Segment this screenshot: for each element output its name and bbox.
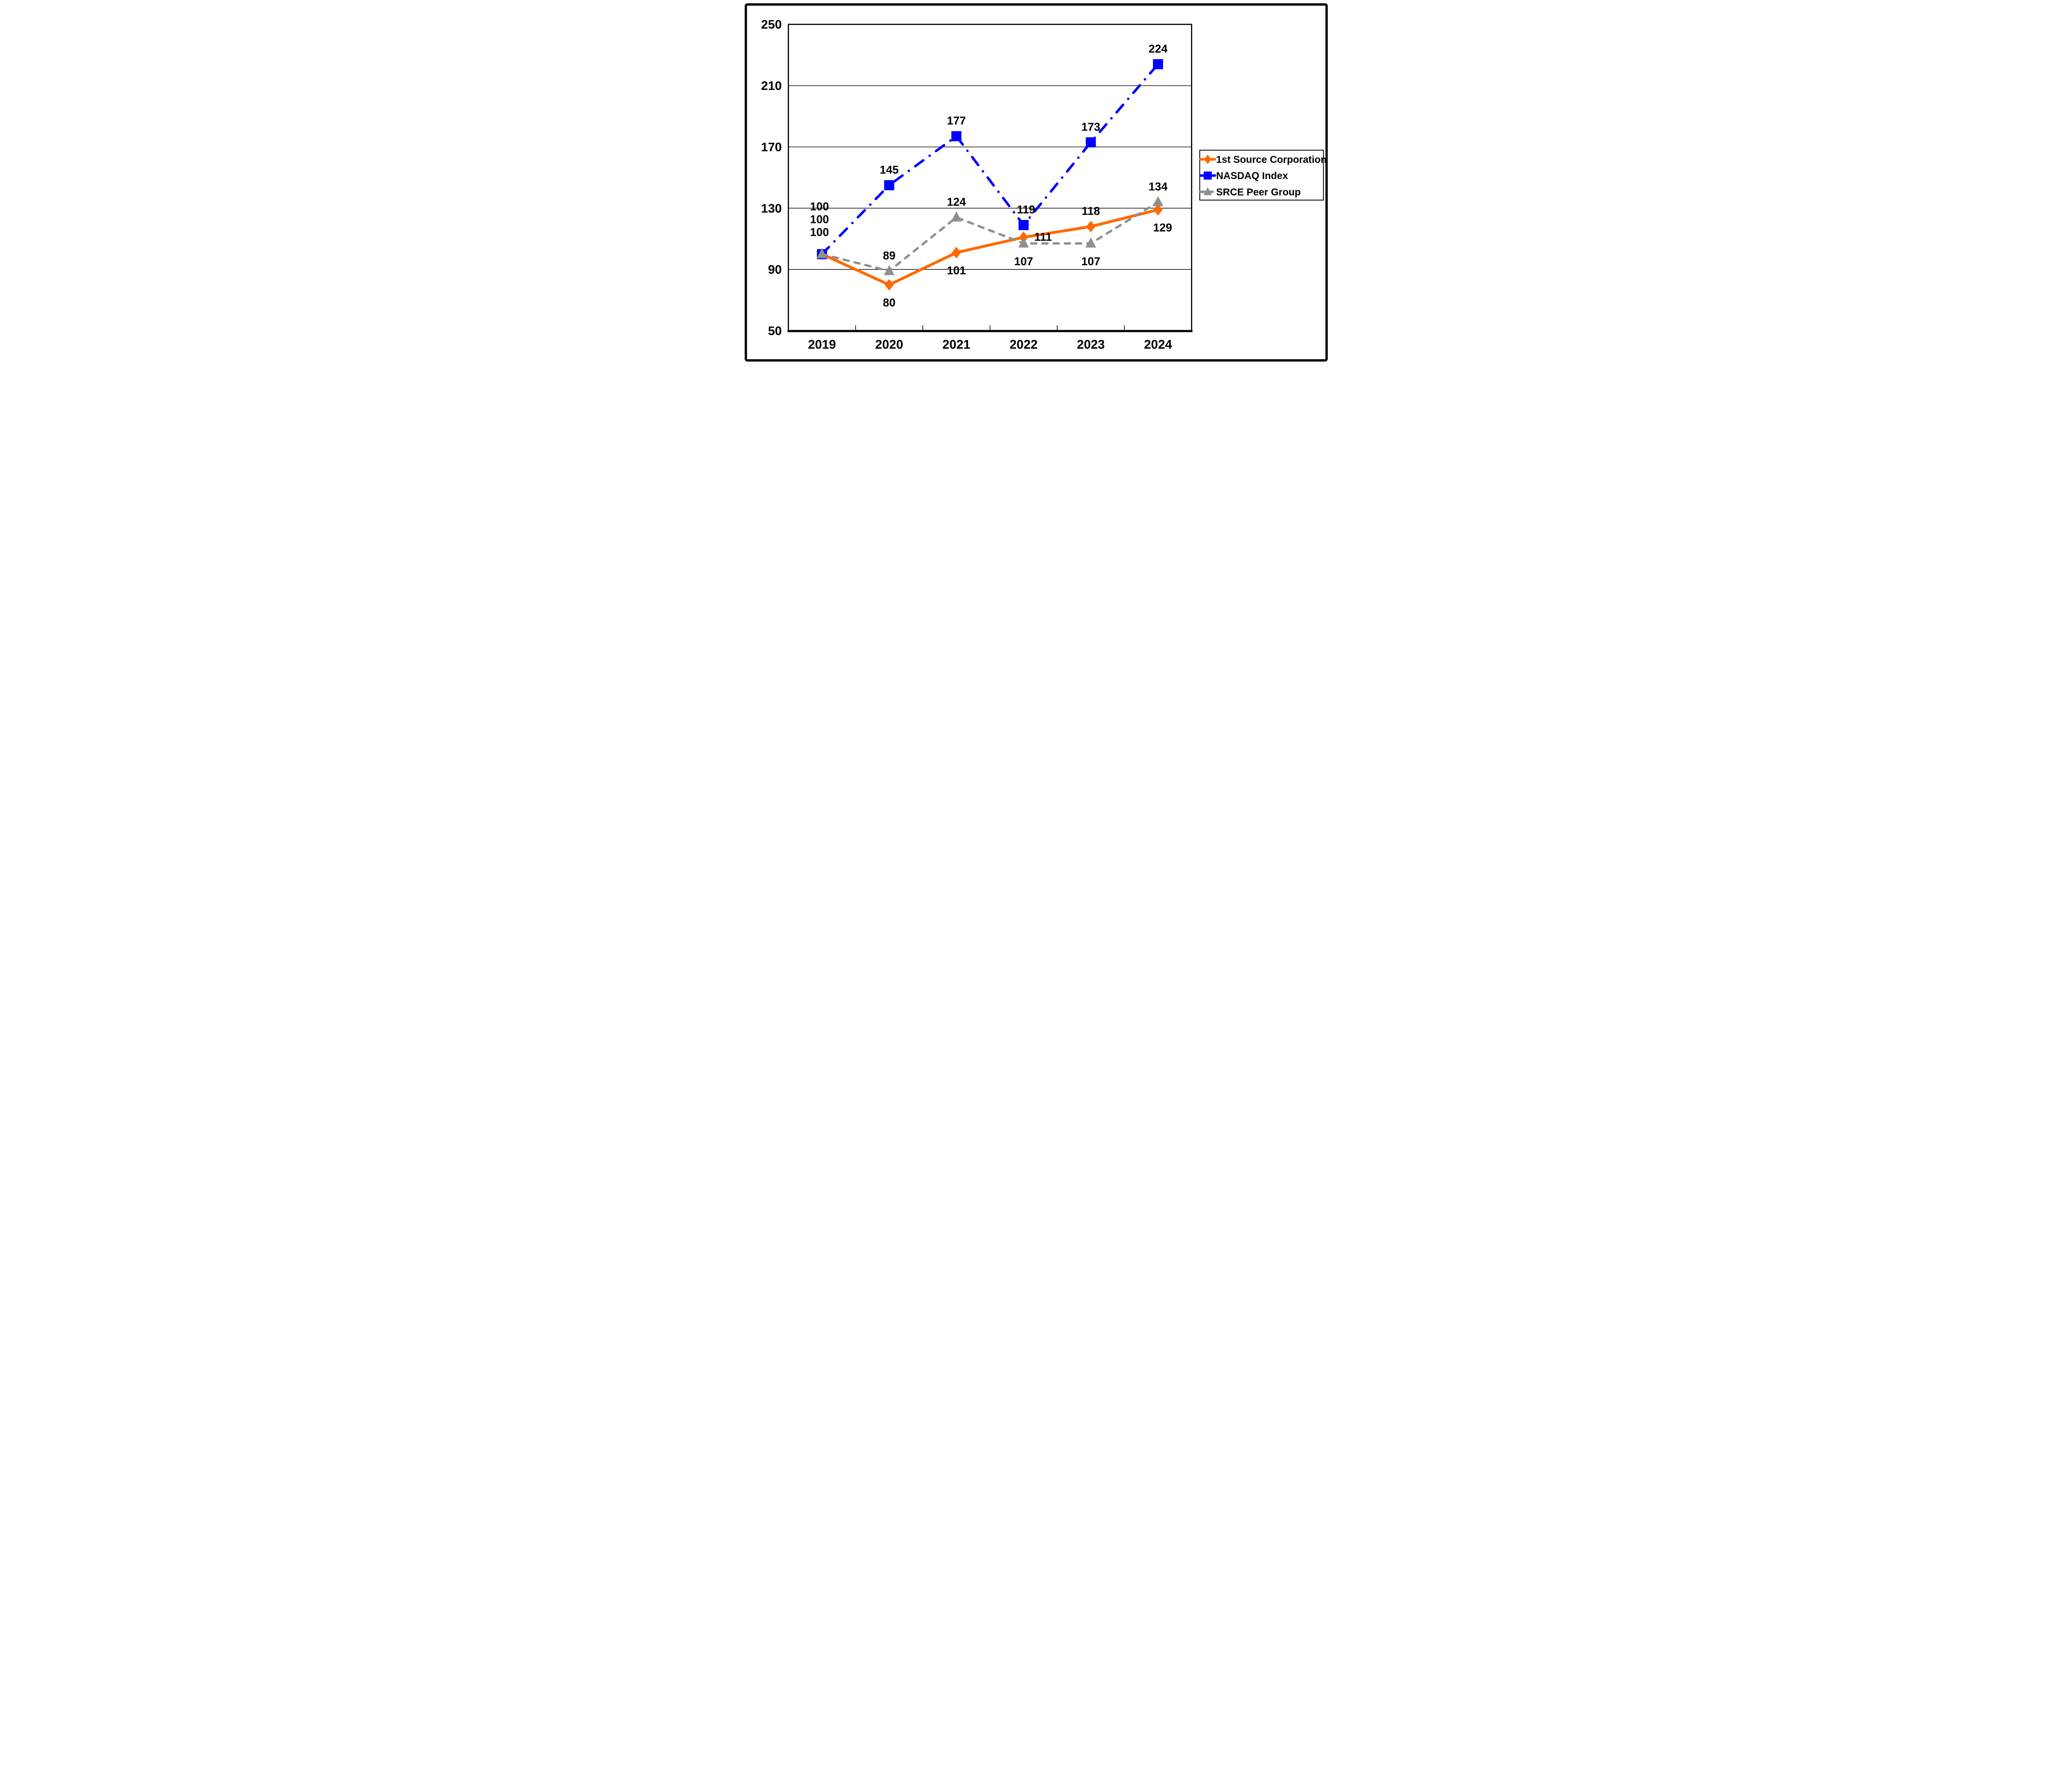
data-point-marker-triangle — [884, 265, 895, 275]
data-point-marker-diamond — [884, 279, 894, 291]
plot-area — [788, 24, 1192, 331]
stock-performance-chart-figure: 50 90 130 170 210 250 2019 2020 2021 2022 2023 2024… — [744, 3, 1328, 362]
legend-box — [1199, 150, 1324, 201]
series-line — [820, 208, 1159, 286]
legend-item-srce-peer-group: SRCE Peer Group — [1199, 186, 1300, 198]
data-point-label: 119 — [1017, 203, 1035, 216]
y-axis-tick-label: 130 — [761, 202, 782, 215]
x-axis-ticks — [855, 325, 1125, 330]
x-axis-labels: 2019 2020 2021 2022 2023 2024 — [808, 338, 1172, 352]
data-point-label: 118 — [1082, 205, 1100, 218]
data-point-label: 134 — [1148, 180, 1167, 193]
data-point-label: 124 — [947, 196, 966, 208]
legend: 1st Source Corporation NASDAQ Index SRCE P… — [1199, 150, 1326, 201]
data-point-marker-square — [1018, 220, 1029, 230]
data-point-label: 107 — [1014, 255, 1033, 268]
legend-item-label: SRCE Peer Group — [1216, 186, 1300, 198]
y-axis-tick-label: 90 — [768, 263, 782, 277]
data-point-label: 80 — [883, 296, 895, 309]
data-point-label: 101 — [947, 264, 966, 277]
data-point-label: 107 — [1081, 255, 1100, 268]
data-point-label: 177 — [947, 114, 966, 127]
data-point-marker-triangle — [1152, 196, 1163, 206]
x-axis-tick-label: 2020 — [875, 338, 903, 352]
data-point-marker-square — [1203, 171, 1212, 180]
data-point-marker-square — [951, 131, 961, 141]
data-point-marker-triangle — [816, 248, 827, 259]
data-point-marker-diamond — [1153, 204, 1163, 216]
y-axis-tick-label: 170 — [761, 140, 782, 154]
data-point-marker-diamond — [1086, 220, 1095, 232]
performance-line-chart: 50 90 130 170 210 250 2019 2020 2021 2022 2023 2024… — [744, 3, 1328, 362]
x-axis-tick-label: 2019 — [808, 338, 836, 352]
series-line — [821, 63, 1159, 256]
y-axis-tick-label: 250 — [761, 18, 782, 31]
y-axis-tick-label: 50 — [768, 324, 782, 338]
y-axis-tick-label: 210 — [761, 79, 782, 93]
data-point-label: 100 — [810, 200, 829, 213]
data-point-label: 111 — [1034, 230, 1052, 243]
series-nasdaq-index — [816, 59, 1163, 259]
page: 50 90 130 170 210 250 2019 2020 2021 2022 2023 2024… — [0, 0, 2072, 365]
data-point-marker-triangle — [1018, 237, 1029, 248]
data-point-label: 100 — [810, 226, 829, 239]
data-point-label: 145 — [879, 163, 898, 176]
legend-item-label: 1st Source Corporation — [1216, 154, 1326, 165]
x-axis-tick-label: 2022 — [1009, 338, 1038, 352]
data-point-marker-diamond — [1203, 155, 1211, 164]
series-srce-peer-group — [816, 196, 1163, 275]
x-axis-tick-label: 2024 — [1144, 338, 1172, 352]
data-point-label: 100 — [810, 213, 829, 226]
data-point-label: 89 — [883, 249, 895, 262]
data-point-marker-triangle — [1203, 187, 1212, 195]
data-point-marker-square — [884, 180, 894, 191]
series-line — [821, 201, 1159, 272]
data-point-marker-square — [1085, 137, 1096, 148]
data-point-marker-triangle — [1085, 237, 1096, 248]
y-axis-labels: 50 90 130 170 210 250 — [761, 18, 782, 338]
figure-border — [744, 3, 1328, 362]
data-point-label: 224 — [1148, 42, 1167, 55]
data-point-marker-square — [1152, 59, 1163, 70]
data-point-label: 173 — [1081, 120, 1100, 133]
legend-item-nasdaq-index: NASDAQ Index — [1199, 170, 1288, 182]
data-point-marker-triangle — [951, 211, 962, 222]
legend-item-label: NASDAQ Index — [1216, 170, 1288, 182]
legend-item-1st-source-corporation: 1st Source Corporation — [1199, 154, 1326, 165]
data-point-label: 129 — [1153, 221, 1172, 234]
x-axis-tick-label: 2021 — [942, 338, 971, 352]
x-axis-tick-label: 2023 — [1077, 338, 1105, 352]
data-point-labels: 100 80 101 111 118 129 100 145 177 119 173 224 100 89… — [810, 42, 1172, 309]
